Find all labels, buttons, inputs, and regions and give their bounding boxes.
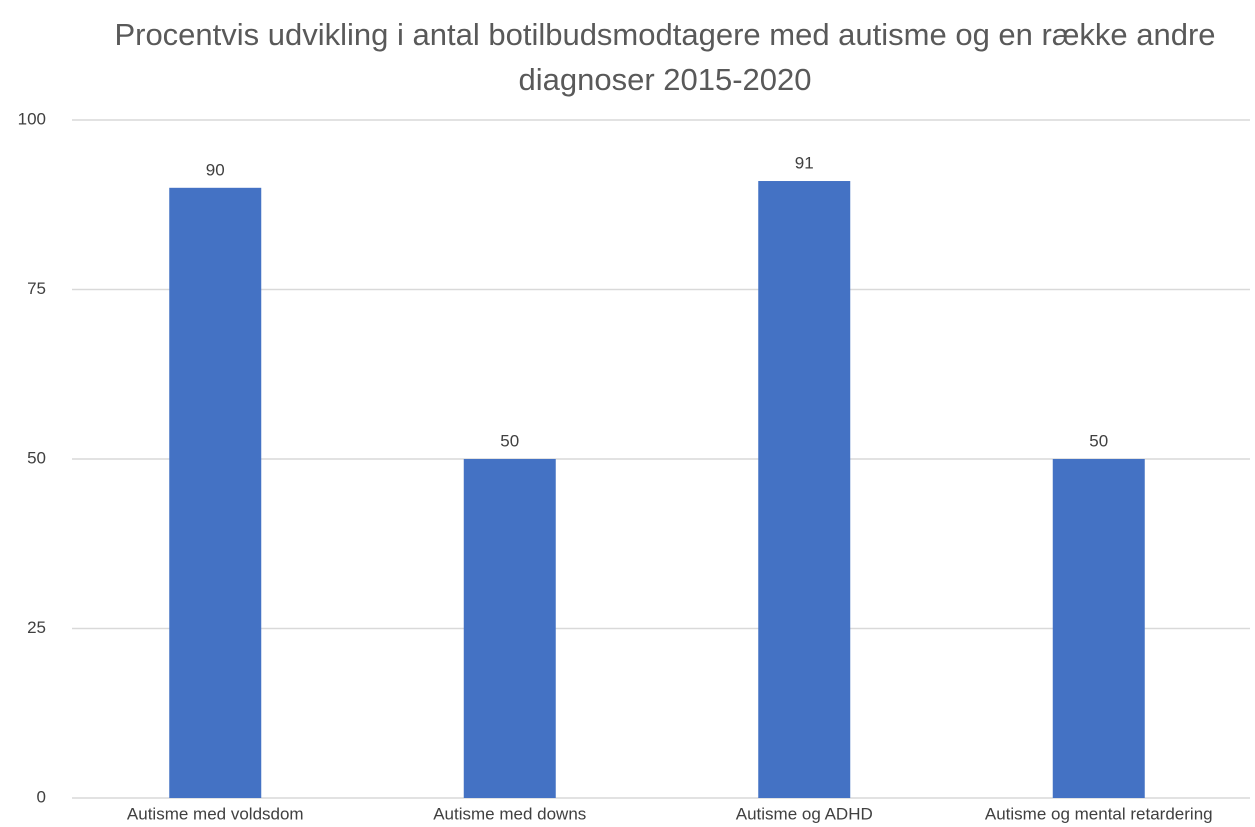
data-label: 50 xyxy=(500,431,519,450)
data-label: 91 xyxy=(795,154,814,173)
y-tick-label: 0 xyxy=(37,787,46,806)
bar xyxy=(1052,459,1145,798)
y-tick-label: 50 xyxy=(27,448,46,467)
bar xyxy=(463,459,556,798)
data-label: 50 xyxy=(1089,431,1108,450)
x-tick-label: Autisme med voldsdom xyxy=(127,804,304,823)
chart-title: Procentvis udvikling i antal botilbudsmo… xyxy=(114,17,1216,97)
x-tick-label: Autisme med downs xyxy=(433,804,586,823)
y-tick-label: 75 xyxy=(27,279,46,298)
y-tick-label: 100 xyxy=(18,109,46,128)
x-tick-label: Autisme og mental retardering xyxy=(985,804,1213,823)
x-tick-label: Autisme og ADHD xyxy=(736,804,873,823)
bar xyxy=(169,187,262,799)
y-tick-label: 25 xyxy=(27,618,46,637)
data-label: 90 xyxy=(206,160,225,179)
bar xyxy=(758,181,851,798)
